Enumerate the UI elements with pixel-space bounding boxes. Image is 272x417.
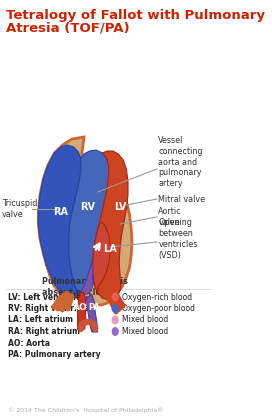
Text: Aortic
valve: Aortic valve — [158, 207, 182, 227]
Text: RA: Right atrium: RA: Right atrium — [8, 327, 80, 336]
Polygon shape — [93, 222, 110, 293]
Polygon shape — [69, 150, 110, 293]
Text: Pulmonary valve is
absent or closed: Pulmonary valve is absent or closed — [42, 277, 128, 297]
Polygon shape — [78, 292, 86, 329]
Text: RV: RV — [81, 202, 95, 212]
Polygon shape — [38, 145, 81, 296]
Text: Opening
between
ventricles
(VSD): Opening between ventricles (VSD) — [158, 219, 198, 260]
Text: LV: LV — [114, 202, 126, 212]
Text: AO: Aorta: AO: Aorta — [8, 339, 50, 347]
Text: Mixed blood: Mixed blood — [122, 316, 168, 324]
Circle shape — [112, 292, 119, 301]
Text: RA: RA — [53, 207, 68, 217]
Text: LA: LA — [103, 244, 116, 254]
Text: Oxygen-poor blood: Oxygen-poor blood — [122, 304, 194, 313]
Polygon shape — [93, 151, 128, 300]
Text: Atresia (TOF/PA): Atresia (TOF/PA) — [7, 21, 130, 34]
Text: AO: AO — [73, 302, 88, 311]
Circle shape — [112, 304, 119, 313]
Text: Vessel
connecting
aorta and
pulmonary
artery: Vessel connecting aorta and pulmonary ar… — [158, 136, 203, 188]
Text: Oxygen-rich blood: Oxygen-rich blood — [122, 292, 192, 301]
Text: Mitral valve: Mitral valve — [158, 194, 206, 203]
Text: LA: Left atrium: LA: Left atrium — [8, 316, 73, 324]
Text: Tetralogy of Fallot with Pulmonary: Tetralogy of Fallot with Pulmonary — [7, 9, 265, 22]
Text: Tricuspid
valve: Tricuspid valve — [2, 199, 37, 219]
Text: RV: Right ventricle: RV: Right ventricle — [8, 304, 89, 313]
Text: LV: Left ventricle: LV: Left ventricle — [8, 292, 81, 301]
Circle shape — [112, 327, 119, 336]
Text: PA: Pulmonary artery: PA: Pulmonary artery — [8, 350, 101, 359]
Circle shape — [112, 316, 119, 324]
Text: © 2014 The Children’s  Hospital of Philadelphia®: © 2014 The Children’s Hospital of Philad… — [8, 407, 163, 413]
Polygon shape — [86, 295, 98, 332]
Text: PA: PA — [88, 302, 100, 311]
Polygon shape — [80, 262, 94, 295]
Polygon shape — [38, 137, 132, 305]
Text: Mixed blood: Mixed blood — [122, 327, 168, 336]
